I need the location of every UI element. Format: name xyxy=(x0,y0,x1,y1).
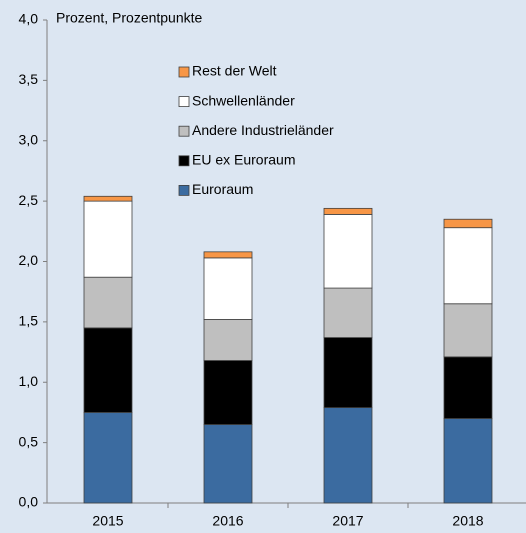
legend-label: Schwellenländer xyxy=(192,92,295,108)
y-tick-label: 3,0 xyxy=(19,131,39,147)
x-tick-label: 2016 xyxy=(212,513,243,529)
x-tick-label: 2017 xyxy=(332,513,363,529)
bar-segment xyxy=(83,200,133,278)
legend-swatch xyxy=(178,66,190,78)
bar-segment xyxy=(443,418,493,504)
legend-swatch xyxy=(178,184,190,196)
bar-segment xyxy=(203,424,253,504)
legend-label: EU ex Euroraum xyxy=(192,152,295,168)
bar-segment xyxy=(83,412,133,504)
y-tick-label: 1,0 xyxy=(19,373,39,389)
legend-label: Euroraum xyxy=(192,181,253,197)
legend-swatch xyxy=(178,96,190,107)
x-tick-label: 2018 xyxy=(452,513,483,529)
bar-segment xyxy=(323,287,373,338)
bar-segment xyxy=(323,337,373,409)
bar-segment xyxy=(323,214,373,289)
y-tick-label: 3,5 xyxy=(19,71,39,87)
x-tick-label: 2015 xyxy=(92,513,123,529)
y-tick-label: 0,0 xyxy=(19,494,39,510)
y-tick-label: 4,0 xyxy=(19,11,39,27)
bar-segment xyxy=(443,227,493,305)
bar-segment xyxy=(443,303,493,358)
legend-label: Andere Industrieländer xyxy=(192,122,334,138)
bar-segment xyxy=(323,207,373,215)
bar-segment xyxy=(203,319,253,361)
y-tick-label: 1,5 xyxy=(19,313,39,329)
bar-segment xyxy=(203,360,253,425)
bar-segment xyxy=(203,251,253,259)
y-tick-label: 2,5 xyxy=(19,192,39,208)
y-tick-label: 2,0 xyxy=(19,252,39,268)
bar-segment xyxy=(443,356,493,419)
bar-segment xyxy=(443,218,493,229)
bar-segment xyxy=(83,276,133,329)
bar-segment xyxy=(203,257,253,320)
y-axis-label: Prozent, Prozentpunkte xyxy=(56,10,203,26)
y-tick-label: 0,5 xyxy=(19,433,39,449)
bar-segment xyxy=(83,327,133,413)
bar-segment xyxy=(83,195,133,202)
legend-swatch xyxy=(178,125,190,137)
legend-label: Rest der Welt xyxy=(192,63,277,79)
legend-swatch xyxy=(178,155,190,167)
bar-segment xyxy=(323,407,373,504)
